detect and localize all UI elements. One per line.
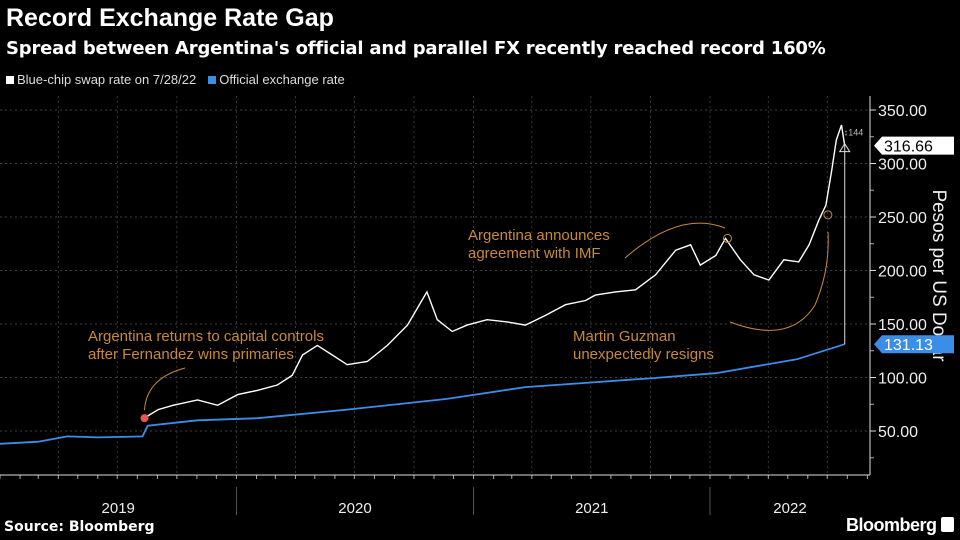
last-value-badge: 316.66: [874, 136, 954, 156]
series-line-blue-chip: [144, 124, 846, 419]
legend-label: Blue-chip swap rate on 7/28/22: [17, 72, 197, 87]
chart-title: Record Exchange Rate Gap: [6, 4, 334, 32]
legend-item-blue-chip: Blue-chip swap rate on 7/28/22: [6, 72, 196, 87]
y-tick-label: 250.00: [878, 210, 927, 227]
y-tick-label: 50.00: [878, 424, 918, 441]
event-marker-imf: [722, 233, 732, 243]
x-tick-label: 2020: [338, 500, 371, 517]
gap-marker: [838, 142, 851, 153]
y-axis-label: Pesos per US Dollar: [928, 189, 949, 362]
x-tick-label: 2019: [102, 500, 135, 517]
y-tick-label: 100.00: [878, 371, 927, 388]
annotation-text: Argentina returns to capital controls: [88, 328, 324, 345]
last-value-label: 131.13: [884, 337, 933, 354]
event-marker-guzman: [823, 210, 833, 220]
badge-shape: [874, 136, 954, 155]
legend-swatch: [6, 76, 14, 84]
legend-item-official: Official exchange rate: [208, 72, 345, 87]
legend-swatch: [208, 76, 217, 84]
annotation-text: Martin Guzman: [573, 328, 676, 345]
event-marker-capital-controls: [140, 414, 149, 423]
chart-subtitle: Spread between Argentina's official and …: [6, 38, 826, 59]
x-tick-label: 2022: [773, 500, 806, 517]
annotation-arrow: [729, 231, 829, 331]
source-note: Source: Bloomberg: [4, 519, 155, 535]
last-value-badge: 131.13: [874, 335, 954, 354]
y-tick-label: 300.00: [878, 157, 927, 174]
y-tick-label: 150.00: [878, 317, 927, 334]
annotation-text: Argentina announces: [468, 227, 610, 244]
legend: Blue-chip swap rate on 7/28/22 Official …: [6, 72, 345, 87]
y-tick-label: 350.00: [878, 103, 927, 120]
gap-label: ↕144: [844, 128, 864, 138]
badge-shape: [874, 335, 954, 354]
series-line-official: [0, 343, 845, 445]
y-tick-label: 200.00: [878, 264, 927, 281]
bloomberg-logo: Bloomberg: [846, 515, 954, 536]
legend-label: Official exchange rate: [219, 72, 345, 87]
annotation-arrow: [624, 222, 726, 259]
annotation-text: agreement with IMF: [468, 245, 601, 262]
x-tick-label: 2021: [575, 500, 608, 517]
last-value-label: 316.66: [884, 139, 933, 156]
annotation-text: unexpectedly resigns: [573, 346, 714, 363]
annotation-text: after Fernandez wins primaries: [88, 346, 294, 363]
annotation-arrow: [143, 367, 186, 411]
